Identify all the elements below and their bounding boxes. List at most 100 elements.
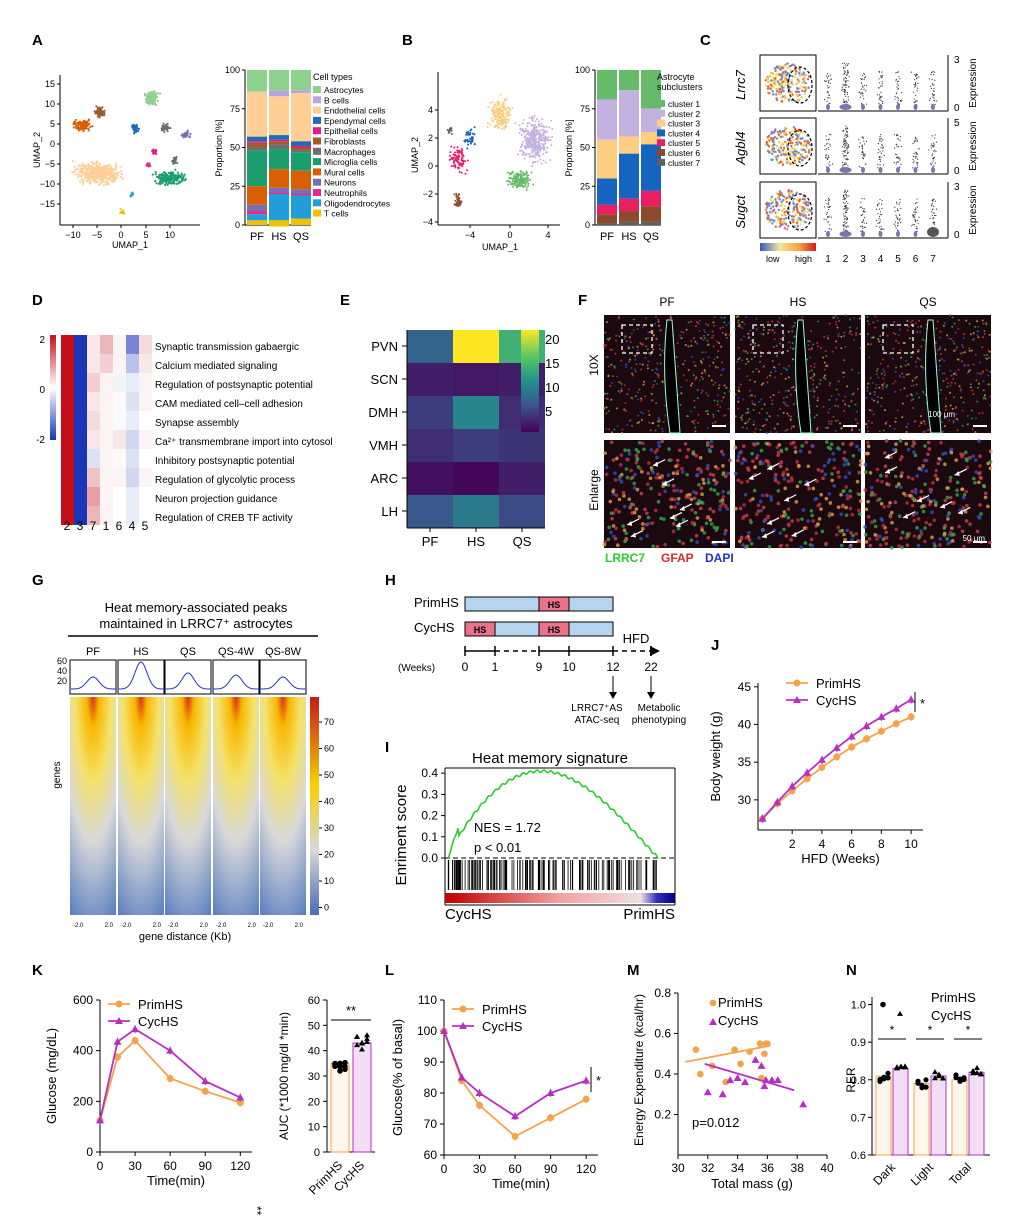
- micrograph-signal: [814, 531, 819, 536]
- micrograph-signal: [824, 374, 827, 377]
- violin-dot: [876, 94, 879, 96]
- micrograph-signal: [828, 422, 831, 425]
- umap-cell: [793, 205, 796, 209]
- umap-cell: [780, 200, 783, 204]
- micrograph-signal: [610, 363, 613, 366]
- micrograph-signal: [622, 494, 626, 498]
- micrograph-signal: [608, 499, 613, 504]
- umap-cell: [768, 92, 771, 95]
- bar-segment: [597, 223, 617, 225]
- violin-dot: [914, 86, 916, 88]
- micrograph-signal: [708, 375, 711, 378]
- violin-dot: [845, 86, 847, 89]
- umap-cell: [794, 75, 797, 79]
- micrograph-signal: [606, 398, 609, 401]
- micrograph-signal: [755, 368, 758, 371]
- micrograph-signal: [638, 388, 641, 391]
- umap-cell: [781, 86, 784, 89]
- heatmap-cell: [100, 430, 113, 449]
- micrograph-signal: [817, 320, 820, 323]
- umap-cell: [551, 135, 554, 138]
- umap-cell: [784, 83, 787, 87]
- micrograph-signal: [762, 333, 765, 336]
- micrograph-signal: [728, 334, 731, 337]
- x-tick: 3: [860, 254, 866, 265]
- umap-cell: [72, 126, 75, 129]
- micrograph-signal: [766, 431, 769, 434]
- micrograph-signal: [775, 355, 778, 358]
- umap-cell: [80, 128, 83, 131]
- umap-cell: [776, 130, 780, 134]
- violin-dot: [862, 219, 864, 221]
- bar-segment: [619, 211, 639, 222]
- violin-dot: [932, 96, 934, 98]
- umap-cell: [799, 74, 802, 77]
- umap-cell: [542, 129, 545, 132]
- bar-segment: [291, 218, 311, 225]
- violin-dot: [862, 210, 864, 212]
- micrograph-signal: [773, 331, 776, 334]
- violin-dot: [866, 222, 868, 224]
- micrograph-signal: [642, 412, 645, 415]
- violin-dot: [912, 142, 914, 145]
- umap-cell: [798, 72, 801, 75]
- umap-cell: [771, 76, 775, 79]
- micrograph-signal: [633, 368, 636, 371]
- legend-entry: Epithelial cells: [324, 126, 378, 136]
- micrograph-signal: [747, 336, 750, 339]
- violin-dot: [878, 94, 881, 96]
- gene-label: Agbl4: [733, 131, 748, 165]
- micrograph-signal: [744, 350, 747, 353]
- umap-cell: [531, 119, 534, 122]
- umap-cell: [516, 186, 519, 189]
- umap-cell: [494, 111, 497, 114]
- bar-segment: [619, 153, 639, 199]
- umap-cell: [114, 172, 118, 175]
- umap-cell: [535, 154, 538, 157]
- umap-cell: [518, 173, 521, 176]
- micrograph-signal: [713, 465, 718, 469]
- violin-dot: [863, 155, 865, 157]
- violin-dot: [915, 202, 917, 204]
- umap-cell: [454, 166, 457, 169]
- umap-y-label: UMAP_2: [410, 137, 420, 173]
- umap-cell: [792, 221, 795, 224]
- micrograph-signal: [659, 329, 662, 332]
- micrograph-signal: [850, 429, 853, 432]
- violin-dot: [845, 81, 847, 84]
- micrograph-signal: [819, 492, 823, 497]
- umap-cell: [131, 125, 134, 128]
- umap-cell: [790, 144, 793, 148]
- micrograph-signal: [825, 355, 828, 358]
- umap-cell: [787, 98, 790, 101]
- micrograph-signal: [702, 358, 705, 361]
- umap-cell: [499, 122, 502, 125]
- micrograph-signal: [707, 394, 710, 397]
- violin-dot: [845, 192, 847, 194]
- micrograph-signal: [842, 532, 846, 537]
- micrograph-signal: [706, 463, 710, 468]
- violin-dot: [844, 218, 846, 220]
- umap-cell: [83, 163, 86, 167]
- umap-cell: [535, 118, 538, 121]
- umap-cell: [506, 118, 509, 121]
- micrograph-signal: [772, 346, 775, 349]
- panel-label-I: I: [385, 739, 389, 756]
- micrograph-signal: [734, 393, 737, 396]
- violin-dot: [845, 163, 847, 165]
- umap-cell: [473, 133, 476, 136]
- micrograph-signal: [696, 421, 699, 424]
- umap-cell: [538, 140, 541, 143]
- violin-dot: [928, 78, 930, 80]
- umap-cell: [776, 65, 779, 69]
- violin-dot: [863, 198, 865, 200]
- violin-dot: [933, 99, 935, 101]
- violin-dot: [844, 128, 847, 130]
- umap-cell: [501, 101, 504, 104]
- violin-dot: [928, 149, 930, 151]
- violin-dot: [879, 96, 882, 98]
- umap-cell: [781, 66, 784, 70]
- violin: [826, 104, 830, 110]
- umap-cell: [791, 141, 794, 145]
- violin-dot: [896, 203, 898, 205]
